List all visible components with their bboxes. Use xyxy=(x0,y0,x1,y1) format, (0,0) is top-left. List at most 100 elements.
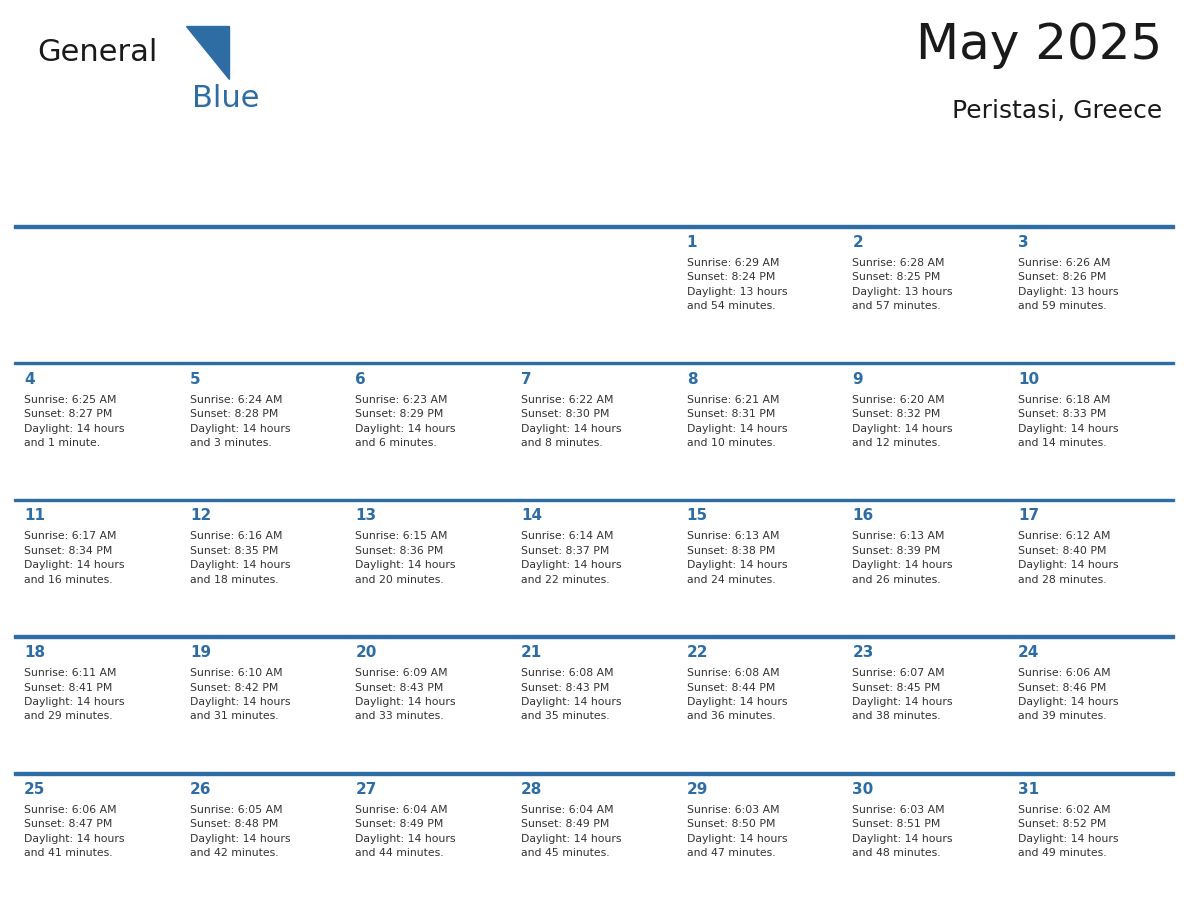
Text: 31: 31 xyxy=(1018,781,1040,797)
Bar xyxy=(677,362,842,364)
Text: 2: 2 xyxy=(853,235,864,250)
Text: Sunrise: 6:20 AM
Sunset: 8:32 PM
Daylight: 14 hours
and 12 minutes.: Sunrise: 6:20 AM Sunset: 8:32 PM Dayligh… xyxy=(853,395,953,448)
Text: Sunday: Sunday xyxy=(26,188,95,207)
Bar xyxy=(346,635,511,638)
Text: Sunrise: 6:06 AM
Sunset: 8:46 PM
Daylight: 14 hours
and 39 minutes.: Sunrise: 6:06 AM Sunset: 8:46 PM Dayligh… xyxy=(1018,668,1119,722)
Bar xyxy=(511,635,677,638)
Text: Sunrise: 6:25 AM
Sunset: 8:27 PM
Daylight: 14 hours
and 1 minute.: Sunrise: 6:25 AM Sunset: 8:27 PM Dayligh… xyxy=(24,395,125,448)
Bar xyxy=(1009,498,1174,501)
Text: Sunrise: 6:22 AM
Sunset: 8:30 PM
Daylight: 14 hours
and 8 minutes.: Sunrise: 6:22 AM Sunset: 8:30 PM Dayligh… xyxy=(522,395,621,448)
Text: Sunrise: 6:13 AM
Sunset: 8:38 PM
Daylight: 14 hours
and 24 minutes.: Sunrise: 6:13 AM Sunset: 8:38 PM Dayligh… xyxy=(687,532,788,585)
Text: 6: 6 xyxy=(355,372,366,386)
Text: 12: 12 xyxy=(190,509,211,523)
Text: 19: 19 xyxy=(190,645,211,660)
Bar xyxy=(511,772,677,775)
Text: Sunrise: 6:02 AM
Sunset: 8:52 PM
Daylight: 14 hours
and 49 minutes.: Sunrise: 6:02 AM Sunset: 8:52 PM Dayligh… xyxy=(1018,805,1119,858)
Bar xyxy=(1009,772,1174,775)
Text: Sunrise: 6:29 AM
Sunset: 8:24 PM
Daylight: 13 hours
and 54 minutes.: Sunrise: 6:29 AM Sunset: 8:24 PM Dayligh… xyxy=(687,258,788,311)
Text: 7: 7 xyxy=(522,372,532,386)
Text: 22: 22 xyxy=(687,645,708,660)
Text: Sunrise: 6:03 AM
Sunset: 8:50 PM
Daylight: 14 hours
and 47 minutes.: Sunrise: 6:03 AM Sunset: 8:50 PM Dayligh… xyxy=(687,805,788,858)
Text: Sunrise: 6:07 AM
Sunset: 8:45 PM
Daylight: 14 hours
and 38 minutes.: Sunrise: 6:07 AM Sunset: 8:45 PM Dayligh… xyxy=(853,668,953,722)
Bar xyxy=(1009,362,1174,364)
Text: Sunrise: 6:23 AM
Sunset: 8:29 PM
Daylight: 14 hours
and 6 minutes.: Sunrise: 6:23 AM Sunset: 8:29 PM Dayligh… xyxy=(355,395,456,448)
Bar xyxy=(179,225,346,228)
Text: Sunrise: 6:28 AM
Sunset: 8:25 PM
Daylight: 13 hours
and 57 minutes.: Sunrise: 6:28 AM Sunset: 8:25 PM Dayligh… xyxy=(853,258,953,311)
Bar xyxy=(677,498,842,501)
Bar xyxy=(511,225,677,228)
Bar xyxy=(179,772,346,775)
Text: Sunrise: 6:24 AM
Sunset: 8:28 PM
Daylight: 14 hours
and 3 minutes.: Sunrise: 6:24 AM Sunset: 8:28 PM Dayligh… xyxy=(190,395,290,448)
Text: 1: 1 xyxy=(687,235,697,250)
Bar xyxy=(346,362,511,364)
Text: 3: 3 xyxy=(1018,235,1029,250)
Text: 21: 21 xyxy=(522,645,543,660)
Bar xyxy=(14,362,179,364)
Bar xyxy=(14,498,179,501)
Text: 10: 10 xyxy=(1018,372,1040,386)
Text: 15: 15 xyxy=(687,509,708,523)
Text: 5: 5 xyxy=(190,372,201,386)
Text: Sunrise: 6:06 AM
Sunset: 8:47 PM
Daylight: 14 hours
and 41 minutes.: Sunrise: 6:06 AM Sunset: 8:47 PM Dayligh… xyxy=(24,805,125,858)
Text: 26: 26 xyxy=(190,781,211,797)
Text: 8: 8 xyxy=(687,372,697,386)
Bar xyxy=(179,635,346,638)
Text: 29: 29 xyxy=(687,781,708,797)
Text: 30: 30 xyxy=(853,781,873,797)
Bar xyxy=(511,362,677,364)
Bar xyxy=(842,498,1009,501)
Bar xyxy=(14,772,179,775)
Text: 27: 27 xyxy=(355,781,377,797)
Text: May 2025: May 2025 xyxy=(916,21,1162,69)
Text: 17: 17 xyxy=(1018,509,1040,523)
Text: Sunrise: 6:18 AM
Sunset: 8:33 PM
Daylight: 14 hours
and 14 minutes.: Sunrise: 6:18 AM Sunset: 8:33 PM Dayligh… xyxy=(1018,395,1119,448)
Bar xyxy=(1009,225,1174,228)
Polygon shape xyxy=(185,27,229,79)
Text: Sunrise: 6:11 AM
Sunset: 8:41 PM
Daylight: 14 hours
and 29 minutes.: Sunrise: 6:11 AM Sunset: 8:41 PM Dayligh… xyxy=(24,668,125,722)
Text: Sunrise: 6:05 AM
Sunset: 8:48 PM
Daylight: 14 hours
and 42 minutes.: Sunrise: 6:05 AM Sunset: 8:48 PM Dayligh… xyxy=(190,805,290,858)
Bar xyxy=(842,772,1009,775)
Bar xyxy=(842,635,1009,638)
Text: Sunrise: 6:09 AM
Sunset: 8:43 PM
Daylight: 14 hours
and 33 minutes.: Sunrise: 6:09 AM Sunset: 8:43 PM Dayligh… xyxy=(355,668,456,722)
Bar xyxy=(14,635,179,638)
Bar xyxy=(346,225,511,228)
Bar xyxy=(511,498,677,501)
Text: Sunrise: 6:08 AM
Sunset: 8:44 PM
Daylight: 14 hours
and 36 minutes.: Sunrise: 6:08 AM Sunset: 8:44 PM Dayligh… xyxy=(687,668,788,722)
Text: Sunrise: 6:15 AM
Sunset: 8:36 PM
Daylight: 14 hours
and 20 minutes.: Sunrise: 6:15 AM Sunset: 8:36 PM Dayligh… xyxy=(355,532,456,585)
Text: 24: 24 xyxy=(1018,645,1040,660)
Text: Sunrise: 6:10 AM
Sunset: 8:42 PM
Daylight: 14 hours
and 31 minutes.: Sunrise: 6:10 AM Sunset: 8:42 PM Dayligh… xyxy=(190,668,290,722)
Text: Monday: Monday xyxy=(191,188,265,207)
Bar xyxy=(14,225,179,228)
Bar xyxy=(179,362,346,364)
Text: Sunrise: 6:14 AM
Sunset: 8:37 PM
Daylight: 14 hours
and 22 minutes.: Sunrise: 6:14 AM Sunset: 8:37 PM Dayligh… xyxy=(522,532,621,585)
Bar xyxy=(346,772,511,775)
Text: Blue: Blue xyxy=(191,84,259,113)
Text: 11: 11 xyxy=(24,509,45,523)
Text: 4: 4 xyxy=(24,372,34,386)
Text: Sunrise: 6:17 AM
Sunset: 8:34 PM
Daylight: 14 hours
and 16 minutes.: Sunrise: 6:17 AM Sunset: 8:34 PM Dayligh… xyxy=(24,532,125,585)
Text: 14: 14 xyxy=(522,509,542,523)
Text: 9: 9 xyxy=(853,372,862,386)
Text: Thursday: Thursday xyxy=(688,188,775,207)
Text: Saturday: Saturday xyxy=(1019,188,1104,207)
Text: Sunrise: 6:13 AM
Sunset: 8:39 PM
Daylight: 14 hours
and 26 minutes.: Sunrise: 6:13 AM Sunset: 8:39 PM Dayligh… xyxy=(853,532,953,585)
Text: Wednesday: Wednesday xyxy=(523,188,630,207)
Text: Sunrise: 6:12 AM
Sunset: 8:40 PM
Daylight: 14 hours
and 28 minutes.: Sunrise: 6:12 AM Sunset: 8:40 PM Dayligh… xyxy=(1018,532,1119,585)
Bar xyxy=(842,225,1009,228)
Text: Sunrise: 6:21 AM
Sunset: 8:31 PM
Daylight: 14 hours
and 10 minutes.: Sunrise: 6:21 AM Sunset: 8:31 PM Dayligh… xyxy=(687,395,788,448)
Bar xyxy=(179,498,346,501)
Bar xyxy=(1009,635,1174,638)
Bar xyxy=(677,772,842,775)
Text: Tuesday: Tuesday xyxy=(358,188,432,207)
Text: Peristasi, Greece: Peristasi, Greece xyxy=(952,98,1162,122)
Text: Friday: Friday xyxy=(854,188,911,207)
Text: 20: 20 xyxy=(355,645,377,660)
Text: 16: 16 xyxy=(853,509,873,523)
Text: Sunrise: 6:04 AM
Sunset: 8:49 PM
Daylight: 14 hours
and 45 minutes.: Sunrise: 6:04 AM Sunset: 8:49 PM Dayligh… xyxy=(522,805,621,858)
Text: 25: 25 xyxy=(24,781,45,797)
Text: Sunrise: 6:03 AM
Sunset: 8:51 PM
Daylight: 14 hours
and 48 minutes.: Sunrise: 6:03 AM Sunset: 8:51 PM Dayligh… xyxy=(853,805,953,858)
Bar xyxy=(677,635,842,638)
Text: 23: 23 xyxy=(853,645,874,660)
Text: Sunrise: 6:08 AM
Sunset: 8:43 PM
Daylight: 14 hours
and 35 minutes.: Sunrise: 6:08 AM Sunset: 8:43 PM Dayligh… xyxy=(522,668,621,722)
Bar xyxy=(677,225,842,228)
